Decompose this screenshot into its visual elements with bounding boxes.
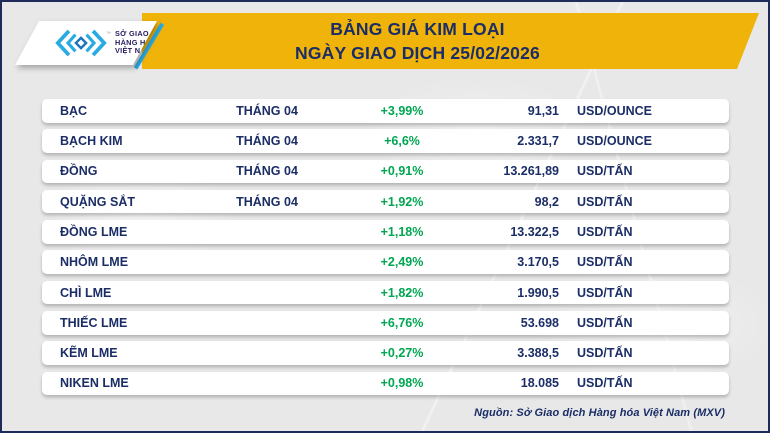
- price-table: BẠC THÁNG 04 +3,99% 91,31 USD/OUNCE BẠCH…: [42, 99, 729, 402]
- percent-change: +1,18%: [380, 224, 424, 239]
- percent-change: +1,92%: [380, 194, 424, 209]
- commodity-name: ĐỒNG LME: [60, 224, 128, 239]
- commodity-name: THIẾC LME: [60, 315, 128, 330]
- percent-change: +1,82%: [380, 285, 424, 300]
- percent-change: +0,27%: [380, 346, 424, 361]
- mxv-logo: ™ SỞ GIAO DỊCH HÀNG HÓA VIỆT NAM: [15, 21, 157, 65]
- percent-change: +2,49%: [380, 255, 424, 270]
- contract-month: THÁNG 04: [236, 194, 298, 209]
- logo-text-line: SỞ GIAO DỊCH: [115, 28, 171, 38]
- table-row: CHÌ LME +1,82% 1.990,5 USD/TẤN: [42, 280, 729, 305]
- percent-change: +0,98%: [380, 376, 424, 391]
- table-row: QUẶNG SẮT THÁNG 04 +1,92% 98,2 USD/TẤN: [42, 189, 729, 214]
- table-row: ĐỒNG LME +1,18% 13.322,5 USD/TẤN: [42, 220, 729, 244]
- logo-text: SỞ GIAO DỊCH HÀNG HÓA VIỆT NAM: [115, 28, 171, 57]
- percent-change: +6,6%: [384, 134, 420, 149]
- mxv-chevrons-icon: [55, 29, 107, 57]
- commodity-name: NIKEN LME: [60, 376, 129, 391]
- price-unit: USD/OUNCE: [577, 103, 653, 118]
- table-row: ĐỒNG THÁNG 04 +0,91% 13.261,89 USD/TẤN: [42, 159, 729, 184]
- commodity-name: BẠC: [60, 103, 88, 118]
- table-row: THIẾC LME +6,76% 53.698 USD/TẤN: [42, 311, 729, 335]
- commodity-name: QUẶNG SẮT: [60, 194, 135, 209]
- price-unit: USD/TẤN: [577, 376, 633, 391]
- table-row: BẠCH KIM THÁNG 04 +6,6% 2.331,7 USD/OUNC…: [42, 129, 729, 153]
- price-unit: USD/TẤN: [577, 194, 633, 209]
- price-unit: USD/TẤN: [577, 164, 633, 179]
- price-value: 1.990,5: [517, 285, 559, 300]
- contract-month: THÁNG 04: [236, 164, 298, 179]
- trademark-symbol: ™: [106, 31, 111, 37]
- price-value: 3.170,5: [517, 255, 559, 270]
- logo-plate: ™ SỞ GIAO DỊCH HÀNG HÓA VIỆT NAM: [15, 21, 157, 65]
- logo-text-line: VIỆT NAM: [115, 46, 153, 56]
- price-value: 2.331,7: [517, 134, 559, 149]
- price-value: 91,31: [527, 103, 559, 118]
- price-unit: USD/TẤN: [577, 255, 633, 270]
- commodity-name: CHÌ LME: [60, 285, 112, 300]
- price-value: 3.388,5: [517, 346, 559, 361]
- commodity-name: NHÔM LME: [60, 255, 129, 270]
- commodity-name: BẠCH KIM: [60, 134, 123, 149]
- page-title: BẢNG GIÁ KIM LOẠI: [330, 18, 505, 39]
- source-attribution: Nguồn: Sở Giao dịch Hàng hóa Việt Nam (M…: [474, 407, 725, 419]
- price-value: 18.085: [520, 376, 559, 391]
- title-banner: BẢNG GIÁ KIM LOẠI NGÀY GIAO DỊCH 25/02/2…: [142, 13, 759, 69]
- price-value: 98,2: [534, 194, 559, 209]
- contract-month: THÁNG 04: [236, 134, 298, 149]
- price-unit: USD/TẤN: [577, 224, 633, 239]
- table-row: BẠC THÁNG 04 +3,99% 91,31 USD/OUNCE: [42, 99, 729, 123]
- price-value: 13.322,5: [510, 224, 559, 239]
- commodity-name: KẼM LME: [60, 346, 118, 361]
- trading-date-title: NGÀY GIAO DỊCH 25/02/2026: [295, 43, 540, 63]
- table-row: NHÔM LME +2,49% 3.170,5 USD/TẤN: [42, 250, 729, 274]
- percent-change: +0,91%: [380, 164, 424, 179]
- contract-month: THÁNG 04: [236, 103, 298, 118]
- commodity-name: ĐỒNG: [60, 164, 98, 179]
- price-unit: USD/TẤN: [577, 315, 633, 330]
- price-value: 13.261,89: [503, 164, 559, 179]
- table-row: KẼM LME +0,27% 3.388,5 USD/TẤN: [42, 341, 729, 365]
- price-unit: USD/OUNCE: [577, 134, 653, 149]
- percent-change: +6,76%: [380, 315, 424, 330]
- logo-text-line: HÀNG HÓA: [115, 37, 158, 47]
- price-value: 53.698: [520, 315, 559, 330]
- table-row: NIKEN LME +0,98% 18.085 USD/TẤN: [42, 371, 729, 396]
- percent-change: +3,99%: [380, 103, 424, 118]
- price-unit: USD/TẤN: [577, 346, 633, 361]
- price-unit: USD/TẤN: [577, 285, 633, 300]
